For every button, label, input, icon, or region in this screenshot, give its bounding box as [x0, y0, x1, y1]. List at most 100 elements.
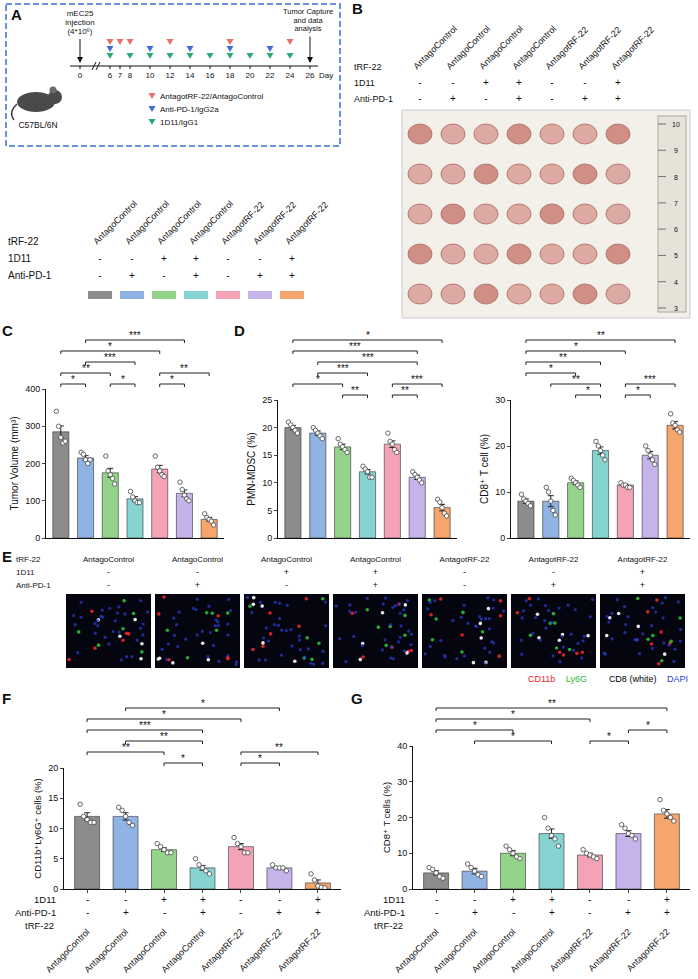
svg-text:AntagotRF-22: AntagotRF-22	[529, 555, 579, 564]
svg-text:AntagoControl: AntagoControl	[431, 927, 479, 975]
svg-text:AntagotRF-22: AntagotRF-22	[283, 200, 330, 247]
svg-text:PMN-MDSC (%): PMN-MDSC (%)	[246, 432, 257, 505]
svg-text:+: +	[276, 907, 282, 918]
svg-text:6: 6	[674, 226, 678, 233]
svg-text:tRF-22: tRF-22	[374, 920, 403, 931]
svg-text:1D11: 1D11	[8, 253, 32, 264]
svg-text:analysis: analysis	[294, 24, 321, 33]
svg-text:**: **	[82, 363, 90, 374]
svg-text:AntagoControl: AntagoControl	[121, 927, 169, 975]
svg-text:CD8⁺ T cell (%): CD8⁺ T cell (%)	[479, 434, 490, 504]
svg-text:-: -	[239, 894, 242, 905]
svg-text:-: -	[107, 580, 110, 590]
svg-text:10: 10	[48, 824, 58, 834]
svg-text:*: *	[574, 341, 578, 352]
svg-text:C57BL/6N: C57BL/6N	[18, 120, 57, 130]
svg-text:+: +	[551, 580, 556, 590]
svg-text:Anti-PD-1: Anti-PD-1	[364, 907, 405, 918]
svg-text:AntagotRF-22: AntagotRF-22	[219, 200, 266, 247]
svg-text:20: 20	[262, 423, 272, 433]
svg-text:30: 30	[397, 777, 407, 787]
svg-text:+: +	[289, 253, 295, 264]
svg-text:14: 14	[186, 71, 195, 80]
svg-text:mEC25: mEC25	[67, 9, 94, 18]
svg-text:AntagoControl: AntagoControl	[91, 199, 139, 247]
svg-text:Anti-PD-1: Anti-PD-1	[354, 94, 393, 104]
svg-text:0: 0	[402, 884, 407, 894]
svg-text:***: ***	[104, 352, 116, 363]
svg-text:1D11: 1D11	[354, 78, 375, 88]
svg-text:-: -	[258, 253, 261, 264]
svg-text:Anti-PD-1: Anti-PD-1	[15, 907, 56, 918]
svg-text:-: -	[418, 77, 421, 88]
svg-text:AntagoControl: AntagoControl	[510, 24, 558, 72]
svg-text:AntagoControl: AntagoControl	[44, 927, 92, 975]
svg-text:AntagotRF-22: AntagotRF-22	[609, 25, 656, 72]
svg-text:***: ***	[362, 352, 374, 363]
svg-text:AntagoControl: AntagoControl	[123, 199, 171, 247]
svg-text:AntagoControl: AntagoControl	[411, 24, 459, 72]
svg-text:7: 7	[118, 71, 123, 80]
svg-text:5: 5	[267, 506, 272, 516]
svg-text:-: -	[588, 894, 591, 905]
svg-text:*: *	[511, 731, 515, 742]
svg-text:+: +	[450, 93, 456, 104]
svg-text:9: 9	[674, 147, 678, 154]
svg-text:+: +	[195, 580, 200, 590]
svg-text:10: 10	[672, 121, 680, 128]
svg-text:AntagotRF-22: AntagotRF-22	[251, 200, 298, 247]
svg-text:40: 40	[397, 741, 407, 751]
svg-text:**: **	[548, 698, 556, 709]
svg-text:30: 30	[495, 395, 505, 405]
svg-text:-: -	[473, 894, 476, 905]
svg-text:-: -	[463, 567, 466, 577]
svg-text:-: -	[285, 580, 288, 590]
svg-text:10: 10	[495, 487, 505, 497]
svg-text:tRF-22: tRF-22	[8, 236, 39, 247]
svg-text:-: -	[512, 907, 515, 918]
svg-text:Anti-PD-1: Anti-PD-1	[16, 581, 51, 590]
svg-text:-: -	[435, 907, 438, 918]
svg-text:**: **	[597, 330, 605, 341]
svg-text:**: **	[180, 363, 188, 374]
svg-text:0: 0	[35, 533, 40, 543]
svg-text:8: 8	[128, 71, 133, 80]
svg-text:Anti-PD-1: Anti-PD-1	[8, 270, 52, 281]
svg-text:-: -	[484, 93, 487, 104]
svg-text:16: 16	[206, 71, 215, 80]
svg-text:CD11b⁺Ly6G⁺ cells (%): CD11b⁺Ly6G⁺ cells (%)	[32, 778, 43, 878]
svg-text:tRF-22: tRF-22	[16, 555, 41, 564]
svg-text:-: -	[98, 270, 101, 281]
svg-text:12: 12	[166, 71, 175, 80]
svg-text:DAPI: DAPI	[667, 674, 688, 684]
svg-text:*: *	[316, 374, 320, 385]
svg-text:and data: and data	[293, 16, 323, 25]
svg-text:-: -	[418, 93, 421, 104]
svg-text:*: *	[108, 341, 112, 352]
svg-text:-: -	[463, 580, 466, 590]
svg-text:-: -	[226, 270, 229, 281]
svg-text:**: **	[401, 385, 409, 396]
svg-text:+: +	[257, 270, 263, 281]
svg-text:AntagotRF-22: AntagotRF-22	[199, 927, 246, 974]
svg-text:tRF-22: tRF-22	[25, 920, 54, 931]
svg-text:+: +	[549, 907, 555, 918]
svg-text:**: **	[122, 742, 130, 753]
svg-text:100: 100	[25, 496, 40, 506]
svg-text:20: 20	[397, 813, 407, 823]
svg-text:AntagoControl: AntagoControl	[477, 24, 525, 72]
svg-text:*: *	[258, 753, 262, 764]
svg-text:**: **	[351, 385, 359, 396]
svg-text:AntagotRF-22: AntagotRF-22	[576, 25, 623, 72]
svg-text:D: D	[234, 322, 245, 339]
svg-text:-: -	[226, 253, 229, 264]
svg-text:tRF-22: tRF-22	[354, 62, 382, 72]
svg-text:5: 5	[53, 854, 58, 864]
svg-text:*: *	[646, 720, 650, 731]
svg-text:Tumor Capture: Tumor Capture	[283, 7, 333, 16]
svg-text:-: -	[86, 894, 89, 905]
svg-text:*: *	[201, 698, 205, 709]
svg-text:(4*10⁶): (4*10⁶)	[67, 27, 92, 36]
svg-text:***: ***	[349, 341, 361, 352]
svg-text:8: 8	[674, 174, 678, 181]
